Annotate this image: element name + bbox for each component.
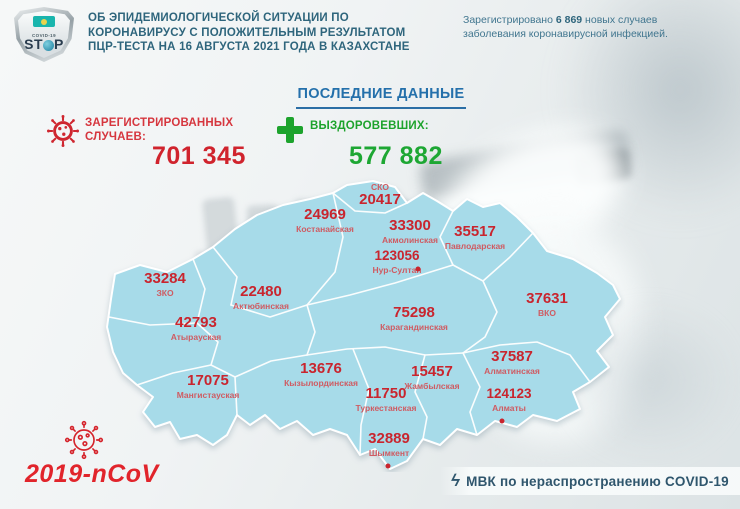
region-kyzylorda: 13676 Кызылординская xyxy=(284,361,358,388)
region-name: СКО xyxy=(371,182,389,192)
region-name: ЗКО xyxy=(156,288,174,298)
region-zko: 33284 ЗКО xyxy=(144,271,186,298)
stop-text-right: P xyxy=(54,36,64,52)
region-almaty-obl: 37587 Алматинская xyxy=(484,349,540,376)
region-pavlodar: 35517 Павлодарская xyxy=(445,224,505,251)
region-value: 35517 xyxy=(454,223,496,240)
new-cases-line1: Зарегистрировано 6 869 новых случаев xyxy=(463,13,731,27)
registered-label-line2: СЛУЧАЕВ: xyxy=(85,130,147,143)
region-kostanay: 24969 Костанайская xyxy=(296,207,354,234)
title-line: КОРОНАВИРУСУ С ПОЛОЖИТЕЛЬНЫМ РЕЗУЛЬТАТОМ xyxy=(88,26,406,39)
region-name: Жамбылская xyxy=(404,381,460,391)
region-value: 33300 xyxy=(389,217,431,234)
stop-text-left: ST xyxy=(24,36,44,52)
coronavirus-outline-icon xyxy=(64,420,104,460)
region-value: 20417 xyxy=(359,190,401,208)
shield-stop-label: ST P xyxy=(18,36,70,52)
region-value: 15457 xyxy=(411,363,453,380)
region-value: 75298 xyxy=(393,304,435,321)
new-cases-suffix: новых случаев xyxy=(582,14,658,26)
region-value: 124123 xyxy=(486,386,532,401)
ncov-caption: 2019-nCoV xyxy=(25,460,159,488)
region-value: 24969 xyxy=(304,206,346,223)
region-almaty-city: 124123 Алматы xyxy=(486,387,531,412)
city-dot xyxy=(415,266,421,272)
registered-cases-value: 701 345 xyxy=(152,142,246,170)
region-value: 11750 xyxy=(365,385,407,402)
region-atyrau: 42793 Атырауская xyxy=(171,315,222,342)
region-name: Актюбинская xyxy=(233,301,289,311)
virus-icon xyxy=(47,115,79,147)
region-aktobe: 22480 Актюбинская xyxy=(233,284,289,311)
city-dot xyxy=(499,418,505,424)
recovered-label: ВЫЗДОРОВЕВШИХ: xyxy=(310,120,429,132)
committee-banner: ϟ МВК по нераспространению COVID-19 xyxy=(440,467,740,495)
region-value: 32889 xyxy=(368,430,410,447)
title-line: ОБ ЭПИДЕМИОЛОГИЧЕСКОЙ СИТУАЦИИ ПО xyxy=(88,12,349,24)
new-cases-note: Зарегистрировано 6 869 новых случаев заб… xyxy=(463,13,731,41)
shield-inner: COVID-19 ST P xyxy=(18,11,70,58)
new-cases-value: 6 869 xyxy=(555,14,583,26)
registered-cases-label: ЗАРЕГИСТРИРОВАННЫХ СЛУЧАЕВ: xyxy=(85,117,233,144)
region-name: Акмолинская xyxy=(382,235,438,245)
region-name: Алматинская xyxy=(484,366,540,376)
region-vko: 37631 ВКО xyxy=(526,291,568,318)
committee-text: МВК по нераспространению COVID-19 xyxy=(466,473,729,489)
region-akmola: 33300 Акмолинская xyxy=(382,218,438,245)
region-value: 17075 xyxy=(187,372,229,389)
region-name: Карагандинская xyxy=(380,322,448,332)
region-name: Мангистауская xyxy=(176,390,240,400)
region-sko: СКО 20417 xyxy=(359,180,401,207)
region-zhambyl: 15457 Жамбылская xyxy=(404,364,459,391)
latest-data-heading: ПОСЛЕДНИЕ ДАННЫЕ xyxy=(296,86,466,109)
title-line: ПЦР-ТЕСТА НА 16 АВГУСТА 2021 ГОДА В КАЗА… xyxy=(88,41,410,53)
region-name: Атырауская xyxy=(170,332,222,342)
registered-label-line1: ЗАРЕГИСТРИРОВАННЫХ xyxy=(85,117,234,129)
region-name: Костанайская xyxy=(296,224,354,234)
kazakhstan-flag-icon xyxy=(33,16,55,27)
region-name: Кызылординская xyxy=(284,378,358,388)
stop-covid-shield-logo: COVID-19 ST P xyxy=(14,7,74,62)
region-name: Павлодарская xyxy=(444,241,506,251)
lightning-icon: ϟ xyxy=(449,471,462,490)
region-value: 37587 xyxy=(491,348,533,365)
region-mangystau: 17075 Мангистауская xyxy=(177,373,240,400)
region-shymkent: 32889 Шымкент xyxy=(368,431,410,458)
page-title: ОБ ЭПИДЕМИОЛОГИЧЕСКОЙ СИТУАЦИИ ПО КОРОНА… xyxy=(88,11,468,55)
region-name: Алматы xyxy=(492,402,526,413)
region-value: 13676 xyxy=(300,360,342,377)
recovered-value: 577 882 xyxy=(349,142,443,170)
region-name: ВКО xyxy=(538,308,556,318)
region-value: 42793 xyxy=(175,314,217,331)
region-name: Нур-Султан xyxy=(372,264,422,275)
new-cases-prefix: Зарегистрировано xyxy=(463,14,556,26)
region-value: 37631 xyxy=(526,290,568,307)
region-value: 33284 xyxy=(144,270,186,287)
region-name: Шымкент xyxy=(368,448,410,458)
region-value: 123056 xyxy=(374,248,420,263)
region-name: Туркестанская xyxy=(355,403,417,413)
globe-icon xyxy=(43,39,55,51)
region-karaganda: 75298 Карагандинская xyxy=(380,305,448,332)
new-cases-line2: заболевания коронавирусной инфекцией. xyxy=(463,28,668,40)
region-nur-sultan: 123056 Нур-Султан xyxy=(373,249,422,274)
region-turkestan: 11750 Туркестанская xyxy=(356,386,417,413)
region-value: 22480 xyxy=(240,283,282,300)
shield-covid-label: COVID-19 xyxy=(32,33,56,38)
kazakhstan-map: СКО 20417 24969 Костанайская 33300 Акмолинска… xyxy=(85,177,625,472)
kazakhstan-map-shape xyxy=(106,180,621,470)
city-dot xyxy=(385,463,391,469)
plus-icon xyxy=(277,117,303,143)
